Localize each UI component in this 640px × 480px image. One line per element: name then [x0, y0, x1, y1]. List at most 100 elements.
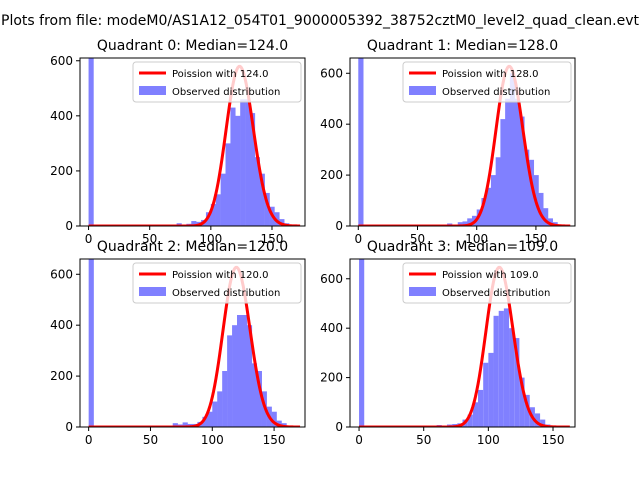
histogram-bar-15 [241, 315, 248, 427]
legend-label-poisson: Poission with 124.0 [172, 69, 268, 80]
axes-frame [79, 258, 306, 428]
subplot-title: Quadrant 3: Median=109.0 [367, 239, 558, 255]
x-tick-label-3: 150 [542, 433, 565, 447]
histogram-bar-13 [235, 115, 241, 226]
histogram-bar-18 [528, 159, 535, 226]
histogram-bar-12 [230, 107, 236, 226]
y-tick-label-2: 400 [50, 109, 73, 123]
histogram-bar-0 [358, 58, 364, 226]
histogram-bar-20 [534, 413, 541, 427]
legend-label-poisson: Poission with 109.0 [442, 270, 538, 281]
x-tick-label-2: 100 [477, 433, 500, 447]
histogram-bar-8 [481, 198, 487, 226]
histogram-bar-11 [488, 352, 494, 427]
legend-bar-swatch [139, 287, 166, 296]
histogram-bar-16 [514, 338, 520, 427]
y-tick-label-1: 200 [320, 371, 343, 385]
histogram-bar-11 [225, 143, 231, 226]
histogram-bar-18 [524, 394, 530, 427]
y-tick-label-0: 0 [65, 219, 73, 233]
legend-label-observed: Observed distribution [442, 87, 550, 98]
histogram-bar-9 [486, 187, 492, 226]
legend-label-poisson: Poission with 128.0 [442, 69, 538, 80]
histogram-bar-7 [202, 416, 208, 427]
poisson-curve [358, 265, 571, 427]
legend-label-observed: Observed distribution [172, 87, 280, 98]
x-tick-label-0: 0 [85, 433, 93, 447]
subplot-grid: Quadrant 0: Median=124.0 0 50 100 150 0 200 400… [50, 38, 576, 447]
histogram-bar-7 [467, 414, 473, 427]
histogram-bar-17 [519, 377, 525, 427]
histogram-bar-1 [172, 423, 178, 427]
subplot-title: Quadrant 2: Median=120.0 [97, 239, 288, 255]
y-tick-label-0: 0 [335, 420, 343, 434]
histogram-bar-13 [505, 98, 511, 226]
x-tick-label-2: 100 [199, 232, 222, 246]
histogram-bar-14 [503, 308, 510, 427]
y-tick-label-3: 600 [320, 66, 343, 80]
legend-label-observed: Observed distribution [442, 288, 550, 299]
histogram-bar-15 [514, 98, 520, 226]
y-tick-label-0: 0 [335, 219, 343, 233]
legend-label-poisson: Poission with 120.0 [172, 270, 268, 281]
figure-suptitle: Plots from file: modeM0/AS1A12_054T01_90… [1, 13, 639, 29]
histogram-bar-21 [543, 208, 549, 226]
axes-frame [349, 57, 576, 227]
histogram-bar-18 [259, 173, 265, 226]
histogram-bar-10 [217, 391, 223, 427]
histogram-bar-22 [547, 218, 553, 226]
x-tick-label-2: 100 [201, 433, 224, 447]
histogram-bar-11 [222, 371, 228, 427]
legend-box [132, 262, 302, 304]
histogram-bar-8 [210, 203, 216, 226]
histogram-bar-19 [264, 192, 270, 226]
legend-label-observed: Observed distribution [172, 288, 280, 299]
legend-bar-swatch [409, 86, 436, 95]
legend-box [132, 61, 302, 103]
histogram-bar-15 [509, 328, 515, 427]
x-tick-label-2: 100 [465, 232, 488, 246]
x-tick-label-0: 0 [354, 232, 362, 246]
x-tick-label-1: 50 [142, 232, 157, 246]
histogram-bar-13 [498, 310, 504, 427]
x-tick-label-0: 0 [85, 232, 93, 246]
subplot-quadrant-3: Quadrant 3: Median=109.0 0 50 100 150 0 200 400… [320, 239, 576, 447]
histogram-bar-18 [256, 371, 262, 427]
histogram-bar-13 [232, 325, 238, 427]
legend-bar-swatch [409, 287, 436, 296]
histogram-bar-14 [237, 315, 243, 427]
y-tick-label-3: 600 [50, 267, 73, 281]
x-tick-label-1: 50 [143, 433, 158, 447]
x-tick-label-1: 50 [410, 232, 425, 246]
legend-bar-swatch [139, 86, 166, 95]
y-tick-label-3: 600 [50, 54, 73, 68]
y-tick-label-0: 0 [65, 420, 73, 434]
histogram-bar-14 [509, 73, 516, 226]
subplot-quadrant-2: Quadrant 2: Median=120.0 0 50 100 150 0 200 400… [50, 239, 306, 447]
histogram-bar-8 [207, 411, 213, 427]
x-tick-label-3: 150 [524, 232, 547, 246]
subplot-quadrant-1: Quadrant 1: Median=128.0 0 50 100 150 0 200 400… [320, 38, 576, 246]
histogram-bar-9 [478, 389, 484, 427]
histogram-bar-10 [220, 173, 226, 226]
histogram-bar-17 [254, 157, 260, 226]
histogram-bar-10 [483, 362, 489, 427]
histogram-bar-3 [457, 222, 463, 226]
histogram-bar-0 [88, 58, 94, 226]
x-tick-label-3: 150 [261, 232, 284, 246]
histogram-bar-12 [493, 315, 499, 427]
histogram-bar-21 [540, 419, 546, 427]
histogram-bar-9 [212, 401, 218, 427]
plot-area [358, 259, 571, 427]
histogram-bar-14 [240, 99, 246, 226]
histogram-bar-17 [524, 149, 530, 226]
y-tick-label-2: 400 [50, 318, 73, 332]
histogram-bar-21 [271, 411, 277, 427]
histogram-bar-8 [472, 402, 479, 427]
histogram-bar-0 [359, 259, 365, 427]
histogram-bar-5 [467, 218, 473, 226]
histogram-bar-20 [538, 192, 544, 226]
subplot-quadrant-0: Quadrant 0: Median=124.0 0 50 100 150 0 200 400… [50, 38, 306, 246]
histogram-bar-4 [462, 221, 468, 226]
